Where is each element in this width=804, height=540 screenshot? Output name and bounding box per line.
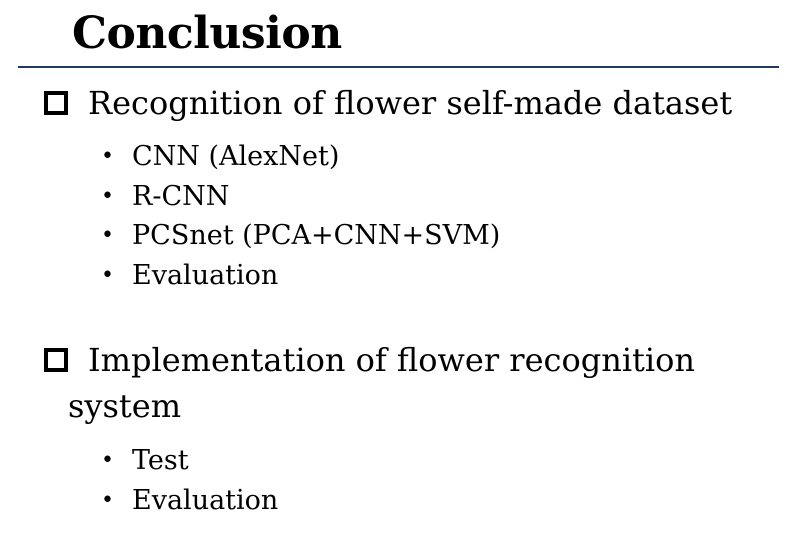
bullet-dot-icon: • (101, 223, 114, 248)
list-item: • PCSnet (PCA+CNN+SVM) (44, 216, 784, 256)
bullet-dot-icon: • (101, 487, 114, 513)
hollow-square-icon (44, 348, 68, 372)
list-item-text: R-CNN (132, 180, 230, 212)
list-item: • CNN (AlexNet) (44, 137, 784, 177)
section-recognition: Recognition of flower self-made dataset … (44, 80, 784, 295)
section-heading-continuation: system (68, 387, 182, 425)
list-item-text: CNN (AlexNet) (132, 141, 340, 172)
list-item: • Test (44, 441, 784, 481)
bullet-dot-icon: • (101, 144, 114, 169)
bullet-dot-icon: • (101, 183, 114, 209)
list-item: • R-CNN (44, 177, 784, 217)
list-item: • Evaluation (44, 256, 784, 296)
title-divider (18, 66, 779, 68)
hollow-square-icon (44, 91, 68, 115)
bullet-list: • CNN (AlexNet) • R-CNN • PCSnet (PCA+CNN+S… (44, 137, 784, 295)
list-item-text: Test (132, 445, 189, 476)
section-heading-text: Implementation of flower recognition (88, 341, 696, 379)
list-item-text: PCSnet (PCA+CNN+SVM) (132, 220, 501, 251)
section-heading: Recognition of flower self-made dataset (44, 80, 784, 126)
list-item-text: Evaluation (132, 259, 279, 291)
page-title: Conclusion (72, 8, 342, 59)
section-heading-text: Recognition of flower self-made dataset (88, 84, 733, 122)
list-item: • Evaluation (44, 481, 784, 521)
bullet-dot-icon: • (101, 448, 114, 473)
list-item-text: Evaluation (132, 484, 279, 516)
bullet-list: • Test • Evaluation (44, 441, 784, 520)
section-implementation: Implementation of flower recognition sys… (44, 337, 784, 520)
bullet-dot-icon: • (101, 262, 114, 288)
section-heading: Implementation of flower recognition sys… (44, 337, 784, 429)
